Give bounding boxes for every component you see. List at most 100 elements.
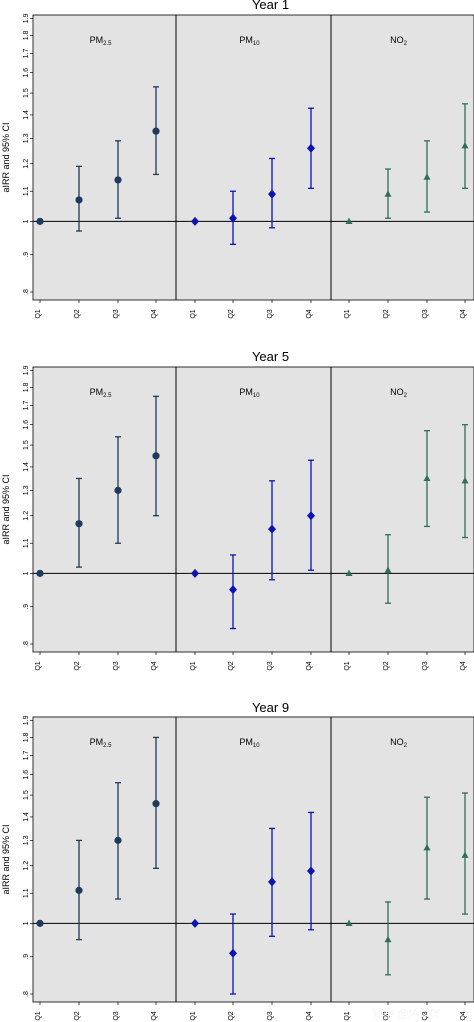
group-label-main: PM — [90, 737, 104, 747]
x-tick-label: Q1 — [344, 309, 351, 318]
group-label-sub: 2.5 — [103, 393, 112, 399]
group-label-sub: 10 — [253, 743, 260, 749]
watermark-text: 知乎 @JACKY — [372, 1007, 441, 1020]
point-estimate — [36, 919, 44, 927]
group-label-sub: 2 — [404, 393, 408, 399]
y-tick-label: 1.4 — [23, 812, 30, 822]
x-tick-label: Q4 — [151, 309, 158, 318]
y-tick-label: 1.9 — [23, 365, 30, 375]
point-estimate — [191, 216, 199, 226]
y-tick-label: 1.1 — [23, 888, 30, 898]
point-estimate — [36, 217, 44, 225]
x-tick-label: Q3 — [113, 309, 120, 318]
x-tick-label: Q1 — [35, 661, 42, 670]
plot-area — [32, 366, 474, 653]
group-label: PM10 — [239, 737, 260, 749]
point-estimate — [229, 585, 237, 595]
group-label-sub: 10 — [253, 41, 260, 47]
x-tick-label: Q1 — [190, 1011, 197, 1020]
group-label-main: PM — [239, 35, 253, 45]
point-estimate — [384, 935, 392, 943]
point-estimate — [461, 851, 469, 858]
y-tick-label: 1.3 — [23, 835, 30, 845]
x-tick-label: Q3 — [422, 1011, 429, 1020]
group-label: NO2 — [390, 35, 408, 47]
y-tick-label: 1.4 — [23, 110, 30, 120]
group-label-sub: 10 — [253, 393, 260, 399]
group-label: PM2.5 — [90, 387, 113, 399]
y-axis-label: aIRR and 95% CI — [1, 824, 11, 894]
x-tick-label: Q3 — [267, 309, 274, 318]
panel-title: Year 1 — [252, 0, 289, 12]
y-tick-label: 1.6 — [23, 420, 30, 430]
y-tick-label: 1 — [23, 571, 30, 575]
point-estimate — [229, 213, 237, 223]
point-estimate — [345, 569, 353, 576]
y-tick-label: 1.5 — [23, 88, 30, 98]
y-tick-label: .9 — [23, 604, 30, 610]
x-tick-label: Q3 — [267, 661, 274, 670]
group-label-sub: 2.5 — [103, 41, 112, 47]
group-label-main: NO — [390, 387, 404, 397]
point-estimate — [423, 474, 431, 482]
y-tick-label: 1.9 — [23, 13, 30, 23]
x-tick-label: Q4 — [306, 661, 313, 670]
y-tick-label: 1.6 — [23, 770, 30, 780]
y-axis-label: aIRR and 95% CI — [1, 474, 11, 544]
point-estimate — [36, 569, 44, 577]
y-tick-label: 1.5 — [23, 790, 30, 800]
x-tick-label: Q3 — [422, 661, 429, 670]
point-estimate — [75, 886, 83, 894]
point-estimate — [307, 511, 315, 521]
y-tick-label: 1.2 — [23, 159, 30, 169]
y-axis-label: aIRR and 95% CI — [1, 122, 11, 192]
point-estimate — [114, 486, 122, 494]
x-tick-label: Q3 — [113, 661, 120, 670]
point-estimate — [461, 141, 469, 149]
y-tick-label: 1.3 — [23, 485, 30, 495]
point-estimate — [345, 217, 353, 224]
point-estimate — [307, 143, 315, 153]
x-tick-label: Q2 — [74, 1011, 81, 1020]
x-tick-label: Q1 — [190, 661, 197, 670]
point-estimate — [268, 877, 276, 887]
y-tick-label: 1.1 — [23, 186, 30, 196]
y-tick-label: 1.2 — [23, 511, 30, 521]
x-tick-label: Q4 — [151, 1011, 158, 1020]
y-tick-label: .9 — [23, 252, 30, 258]
y-tick-label: 1.5 — [23, 440, 30, 450]
group-label-main: PM — [239, 387, 253, 397]
y-tick-label: 1.9 — [23, 715, 30, 725]
x-tick-label: Q2 — [228, 309, 235, 318]
x-tick-label: Q2 — [228, 661, 235, 670]
group-label: PM10 — [239, 35, 260, 47]
group-label: PM10 — [239, 387, 260, 399]
point-estimate — [268, 524, 276, 534]
point-estimate — [307, 866, 315, 876]
x-tick-label: Q4 — [306, 1011, 313, 1020]
plot-area — [32, 716, 474, 1003]
watermark: 知乎 @JACKY — [372, 1004, 440, 1022]
x-tick-label: Q1 — [35, 309, 42, 318]
group-label-main: NO — [390, 737, 404, 747]
group-label-main: NO — [390, 35, 404, 45]
x-tick-label: Q4 — [151, 661, 158, 670]
point-estimate — [114, 176, 122, 184]
point-estimate — [345, 919, 353, 926]
y-tick-label: .8 — [23, 289, 30, 295]
point-estimate — [152, 452, 160, 460]
y-tick-label: 1.8 — [23, 732, 30, 742]
point-estimate — [423, 173, 431, 180]
group-label: PM2.5 — [90, 35, 113, 47]
group-label-main: PM — [239, 737, 253, 747]
group-label: NO2 — [390, 387, 408, 399]
group-label: NO2 — [390, 737, 408, 749]
x-tick-label: Q2 — [74, 309, 81, 318]
point-estimate — [75, 520, 83, 528]
group-label-sub: 2 — [404, 743, 408, 749]
point-estimate — [191, 568, 199, 578]
group-label: PM2.5 — [90, 737, 113, 749]
